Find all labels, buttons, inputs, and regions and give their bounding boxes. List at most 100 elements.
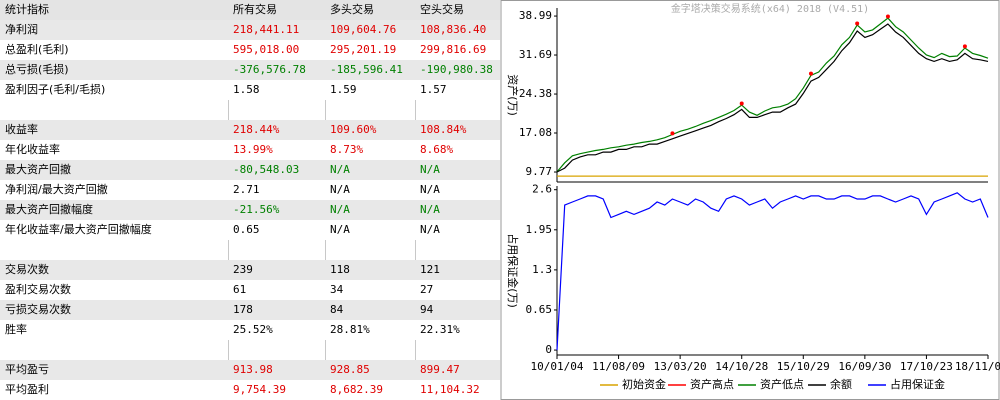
stat-value: 0.65: [233, 223, 260, 236]
y-axis-label: 占用保证金(万): [506, 233, 520, 308]
stat-row: 年化收益率 13.99% 8.73% 8.68%: [0, 140, 500, 160]
y-tick-label: 17.08: [519, 126, 552, 139]
legend-label: 占用保证金: [890, 377, 945, 391]
stat-value: 218,441.11: [233, 23, 300, 36]
stat-value: N/A: [420, 163, 440, 176]
stat-value: 34: [330, 283, 344, 296]
stat-value: 61: [233, 283, 247, 296]
x-tick-label: 15/10/29: [777, 360, 830, 373]
header-cell: 多头交易: [330, 3, 374, 16]
x-tick-label: 14/10/28: [715, 360, 768, 373]
header-row: 统计指标 所有交易 多头交易 空头交易: [0, 0, 500, 20]
stat-value: 84: [330, 303, 344, 316]
stat-row: 年化收益率/最大资产回撤幅度 0.65 N/A N/A: [0, 220, 500, 240]
stat-label: 最大资产回撤幅度: [5, 203, 93, 216]
x-tick-label: 13/03/20: [654, 360, 707, 373]
stat-row: 总盈利(毛利) 595,018.00 295,201.19 299,816.69: [0, 40, 500, 60]
high-point: [885, 14, 890, 19]
stat-value: -21.56%: [233, 203, 280, 216]
stat-label: 平均盈亏: [5, 363, 49, 376]
stat-value: 1.58: [233, 83, 260, 96]
stat-row: 平均盈亏 913.98 928.85 899.47: [0, 360, 500, 380]
high-point: [808, 71, 813, 76]
stat-value: 11,104.32: [420, 383, 480, 396]
stat-value: 27: [420, 283, 434, 296]
stat-value: 109,604.76: [330, 23, 397, 36]
stat-label: 收益率: [5, 123, 38, 136]
y-tick-label: 1.3: [532, 263, 552, 276]
stat-label: 净利润/最大资产回撤: [5, 183, 108, 196]
stat-value: N/A: [420, 203, 440, 216]
stat-value: 8.73%: [330, 143, 364, 156]
stats-table: 统计指标 所有交易 多头交易 空头交易 净利润 218,441.11 109,604.76 1…: [0, 0, 500, 400]
stat-row: 平均盈利 9,754.39 8,682.39 11,104.32: [0, 380, 500, 400]
stat-row: 最大资产回撤 -80,548.03 N/A N/A: [0, 160, 500, 180]
stat-value: 28.81%: [330, 323, 370, 336]
stat-label: 盈利因子(毛利/毛损): [5, 83, 106, 96]
stat-label: 胜率: [5, 323, 27, 336]
x-tick-label: 17/10/23: [900, 360, 953, 373]
stat-row: 亏损交易次数 178 84 94: [0, 300, 500, 320]
stat-label: 总盈利(毛利): [5, 43, 69, 56]
high-point: [855, 21, 860, 26]
stat-value: 8.68%: [420, 143, 454, 156]
stat-value: N/A: [330, 203, 350, 216]
stat-row: 最大资产回撤幅度 -21.56% N/A N/A: [0, 200, 500, 220]
stat-value: 108.84%: [420, 123, 467, 136]
stat-label: 年化收益率: [5, 143, 60, 156]
legend-label: 资产高点: [690, 377, 734, 391]
y-tick-label: 24.38: [519, 87, 552, 100]
stat-value: 94: [420, 303, 434, 316]
stat-value: 109.60%: [330, 123, 377, 136]
stat-value: 1.59: [330, 83, 357, 96]
chart-panel: 金字塔决策交易系统(x64) 2018 (V4.51) 资产(万) 9.77 17.…: [500, 0, 1000, 400]
stat-row: 胜率 25.52% 28.81% 22.31%: [0, 320, 500, 340]
stat-value: 299,816.69: [420, 43, 487, 56]
chart-title: 金字塔决策交易系统(x64) 2018 (V4.51): [671, 2, 869, 15]
legend-label: 余额: [830, 377, 852, 391]
high-point: [739, 101, 744, 106]
stat-value: 595,018.00: [233, 43, 300, 56]
x-tick-label: 10/01/04: [531, 360, 584, 373]
y-tick-label: 0: [545, 343, 552, 356]
series-line: [556, 17, 989, 173]
panel-border: [500, 0, 1000, 400]
stat-value: 121: [420, 263, 440, 276]
y-tick-label: 2.6: [532, 183, 552, 196]
stat-label: 年化收益率/最大资产回撤幅度: [5, 223, 152, 236]
header-cell: 空头交易: [420, 3, 464, 16]
stat-row: 总亏损(毛损) -376,576.78 -185,596.41 -190,980.38: [0, 60, 500, 80]
stat-value: -190,980.38: [420, 63, 493, 76]
series-line: [556, 192, 989, 351]
stat-value: -80,548.03: [233, 163, 300, 176]
stat-value: N/A: [420, 223, 440, 236]
x-tick-label: 11/08/09: [592, 360, 645, 373]
stat-value: 9,754.39: [233, 383, 286, 396]
stat-value: 25.52%: [233, 323, 273, 336]
stat-value: 1.57: [420, 83, 447, 96]
header-cell: 统计指标: [5, 3, 49, 16]
y-tick-label: 9.77: [526, 165, 553, 178]
high-point: [962, 44, 967, 49]
stat-value: 913.98: [233, 363, 273, 376]
y-tick-label: 31.69: [519, 48, 552, 61]
stat-value: N/A: [330, 223, 350, 236]
stat-row: 盈利因子(毛利/毛损) 1.58 1.59 1.57: [0, 80, 500, 100]
stat-row: 收益率 218.44% 109.60% 108.84%: [0, 120, 500, 140]
stat-value: 8,682.39: [330, 383, 383, 396]
series-line: [556, 23, 989, 173]
stat-value: 118: [330, 263, 350, 276]
stat-value: 178: [233, 303, 253, 316]
stat-label: 总亏损(毛损): [5, 63, 69, 76]
stat-value: N/A: [420, 183, 440, 196]
stat-row: 交易次数 239 118 121: [0, 260, 500, 280]
stat-value: 899.47: [420, 363, 460, 376]
x-tick-label: 18/11/0: [955, 360, 1000, 373]
header-cell: 所有交易: [233, 3, 277, 16]
stat-row: 盈利交易次数 61 34 27: [0, 280, 500, 300]
stat-value: 13.99%: [233, 143, 273, 156]
stat-value: 295,201.19: [330, 43, 397, 56]
stat-value: 239: [233, 263, 253, 276]
stat-value: N/A: [330, 163, 350, 176]
